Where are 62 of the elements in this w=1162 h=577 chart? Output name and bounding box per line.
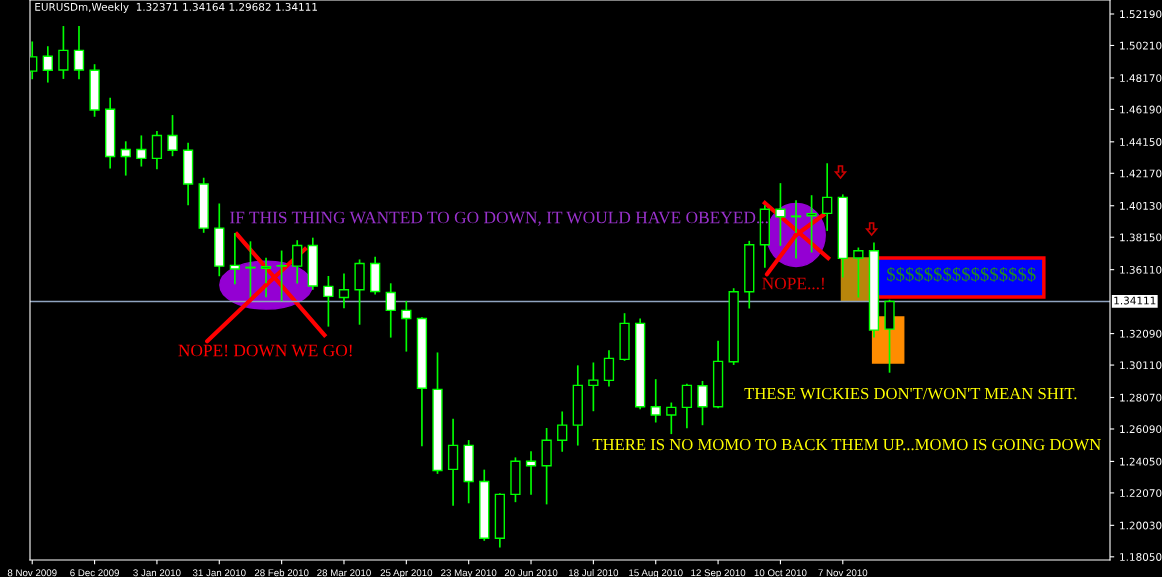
annotation: THESE WICKIES DON'T/WON'T MEAN SHIT.: [744, 387, 1077, 400]
candlestick: [806, 195, 817, 253]
ref-line-label: 1.34111: [1114, 296, 1156, 305]
candlestick: [73, 26, 85, 80]
candlestick: [323, 275, 334, 327]
y-tick-label: 1.32090: [1120, 329, 1162, 338]
candlestick: [697, 380, 708, 426]
annotation: $$$$$$$$$$$$$$$$: [887, 266, 1036, 282]
x-tick-label: 10 Oct 2010: [754, 569, 807, 577]
x-tick-label: 3 Jan 2010: [133, 569, 181, 577]
y-tick-label: 1.28070: [1120, 393, 1162, 402]
x-tick-label: 8 Nov 2009: [7, 569, 57, 577]
x-tick-label: 31 Jan 2010: [192, 569, 246, 577]
x-tick-label: 28 Feb 2010: [254, 569, 309, 577]
y-tick-label: 1.22070: [1120, 489, 1162, 498]
candlestick: [245, 241, 256, 299]
annotation: NOPE...!: [762, 277, 824, 290]
y-tick-label: 1.30110: [1120, 361, 1162, 370]
candlestick: [136, 135, 147, 167]
candlestick: [401, 300, 412, 352]
candlestick: [775, 183, 786, 246]
y-tick-label: 1.18050: [1120, 553, 1162, 561]
y-tick-label: 1.44150: [1120, 138, 1162, 146]
y-tick-label: 1.50210: [1120, 41, 1162, 50]
candlestick: [167, 115, 178, 157]
candlestick: [385, 283, 396, 338]
y-tick-label: 1.24050: [1120, 457, 1162, 466]
candlestick: [338, 273, 350, 309]
y-tick-label: 1.46190: [1120, 105, 1162, 114]
candlestick: [666, 402, 677, 435]
x-tick-label: 7 Nov 2010: [818, 569, 868, 577]
candlestick: [276, 250, 287, 301]
candlestick: [120, 141, 131, 176]
y-tick-label: 1.42170: [1120, 169, 1162, 178]
candlestick: [822, 163, 833, 231]
candlestick: [650, 379, 661, 423]
x-tick-label: 6 Dec 2009: [70, 569, 119, 577]
candlestick: [260, 257, 272, 298]
candlestick: [42, 46, 53, 83]
y-tick-label: 1.52190: [1120, 10, 1162, 19]
candlestick: [58, 26, 69, 79]
y-tick-label: 1.40130: [1120, 201, 1162, 210]
candlestick: [603, 350, 615, 387]
y-tick-label: 1.36110: [1120, 265, 1162, 274]
annotation: THERE IS NO MOMO TO BACK THEM UP...MOMO IS GOING DOWN: [592, 438, 1101, 451]
candlestick: [681, 383, 693, 429]
x-tick-label: 20 Jun 2010: [504, 569, 558, 577]
candlestick: [853, 247, 864, 298]
candlestick: [292, 240, 303, 284]
candlestick: [588, 362, 599, 412]
y-tick-label: 1.38150: [1120, 233, 1162, 242]
x-tick-label: 28 Mar 2010: [317, 569, 371, 577]
candlestick: [557, 411, 568, 452]
candlestick: [151, 130, 163, 170]
y-tick-label: 1.26090: [1120, 425, 1162, 434]
y-tick-label: 1.48170: [1120, 74, 1162, 83]
candlestick: [790, 200, 802, 259]
annotation: NOPE! DOWN WE GO!: [178, 344, 352, 357]
x-tick-label: 18 Jul 2010: [568, 569, 619, 577]
chart-title: EURUSDm,Weekly 1.32371 1.34164 1.29682 1.34111: [35, 2, 317, 13]
candlestick: [229, 232, 241, 285]
y-tick-label: 1.20030: [1120, 521, 1162, 530]
